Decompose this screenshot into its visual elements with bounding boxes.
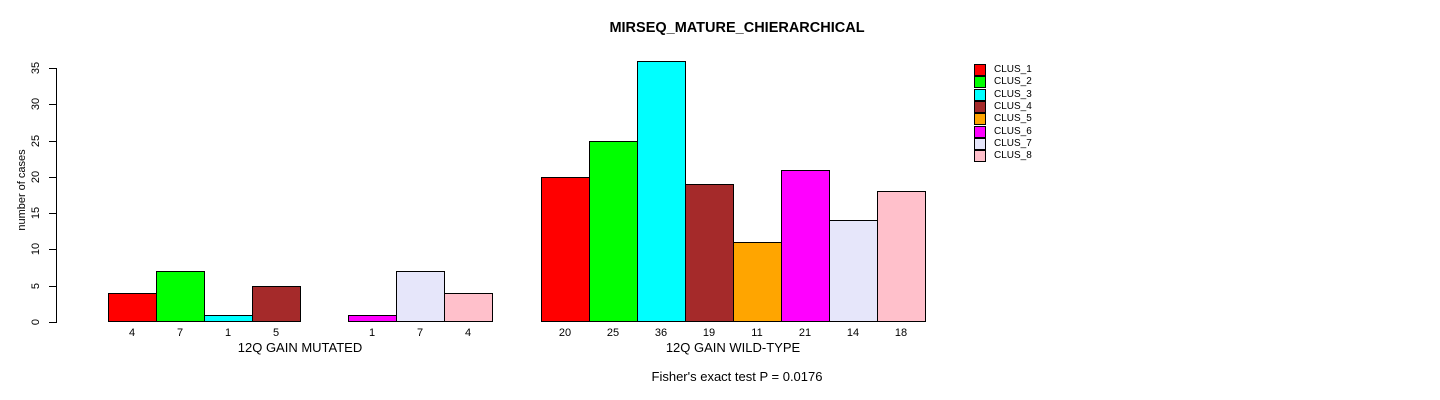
legend-item: CLUS_1 (974, 64, 1032, 76)
bar-value-label: 7 (176, 327, 184, 339)
bar-value-label: 4 (128, 327, 136, 339)
legend-label: CLUS_7 (994, 138, 1032, 149)
fisher-test-annotation: Fisher's exact test P = 0.0176 (651, 369, 823, 384)
bar-clus_2-2 (589, 141, 638, 322)
bar-value-label: 21 (798, 327, 812, 339)
legend-swatch-clus_5 (974, 113, 986, 125)
legend-label: CLUS_5 (994, 113, 1032, 124)
bar-clus_1-2 (541, 177, 590, 322)
bar-value-label: 11 (751, 327, 763, 339)
bar-clus_6-2 (781, 170, 830, 322)
legend-item: CLUS_4 (974, 101, 1032, 113)
legend-label: CLUS_6 (994, 126, 1032, 137)
legend-swatch-clus_4 (974, 101, 986, 113)
bar-value-label: 4 (464, 327, 472, 339)
bar-value-label: 20 (558, 327, 572, 339)
x-axis-group-label: 12Q GAIN MUTATED (237, 340, 363, 355)
y-tick-label: 15 (30, 206, 42, 220)
bar-value-label: 36 (654, 327, 668, 339)
bar-clus_3-2 (637, 61, 686, 322)
y-tick-mark (49, 141, 57, 142)
legend-swatch-clus_8 (974, 150, 986, 162)
bar-value-label: 5 (272, 327, 280, 339)
legend-item: CLUS_7 (974, 138, 1032, 150)
legend-item: CLUS_6 (974, 126, 1032, 138)
legend-label: CLUS_4 (994, 101, 1032, 112)
bar-clus_2-1 (156, 271, 205, 322)
bar-value-label: 1 (224, 327, 232, 339)
legend-item: CLUS_3 (974, 89, 1032, 101)
legend-label: CLUS_8 (994, 150, 1032, 161)
legend-swatch-clus_7 (974, 138, 986, 150)
bar-clus_7-1 (396, 271, 445, 322)
y-tick-mark (49, 286, 57, 287)
bar-clus_7-2 (829, 220, 878, 322)
bar-value-label: 19 (702, 327, 716, 339)
legend-swatch-clus_3 (974, 89, 986, 101)
bar-value-label: 1 (368, 327, 376, 339)
y-tick-mark (49, 249, 57, 250)
bar-value-label: 14 (846, 327, 860, 339)
legend: CLUS_1 CLUS_2 CLUS_3 CLUS_4 CLUS_5 CLUS_6 CLUS… (974, 64, 1094, 174)
bar-clus_3-1 (204, 315, 253, 322)
bar-value-label: 25 (606, 327, 620, 339)
bar-clus_8-2 (877, 191, 926, 322)
legend-label: CLUS_2 (994, 76, 1032, 87)
bar-clus_8-1 (444, 293, 493, 322)
legend-label: CLUS_3 (994, 89, 1032, 100)
y-tick-label: 10 (30, 242, 42, 256)
bar-value-label: 18 (894, 327, 908, 339)
y-tick-label: 0 (30, 318, 42, 326)
legend-swatch-clus_2 (974, 76, 986, 88)
y-tick-mark (49, 104, 57, 105)
legend-label: CLUS_1 (994, 64, 1032, 75)
x-axis-group-label: 12Q GAIN WILD-TYPE (665, 340, 801, 355)
y-tick-mark (49, 213, 57, 214)
legend-swatch-clus_1 (974, 64, 986, 76)
bar-clus_4-1 (252, 286, 301, 322)
chart-title: MIRSEQ_MATURE_CHIERARCHICAL (609, 20, 865, 36)
y-axis-label: number of cases (16, 149, 28, 231)
bar-clus_4-2 (685, 184, 734, 322)
y-tick-label: 35 (30, 61, 42, 75)
y-tick-label: 25 (30, 134, 42, 148)
bar-value-label: 7 (416, 327, 424, 339)
y-tick-mark (49, 177, 57, 178)
bar-clus_6-1 (348, 315, 397, 322)
y-tick-label: 5 (30, 282, 42, 290)
y-tick-mark (49, 322, 57, 323)
bar-clus_5-2 (733, 242, 782, 322)
legend-swatch-clus_6 (974, 126, 986, 138)
legend-item: CLUS_2 (974, 76, 1032, 88)
legend-item: CLUS_8 (974, 150, 1032, 162)
y-tick-mark (49, 68, 57, 69)
legend-item: CLUS_5 (974, 113, 1032, 125)
y-tick-label: 30 (30, 97, 42, 111)
y-tick-label: 20 (30, 170, 42, 184)
bar-clus_1-1 (108, 293, 157, 322)
y-axis-line (56, 68, 57, 322)
